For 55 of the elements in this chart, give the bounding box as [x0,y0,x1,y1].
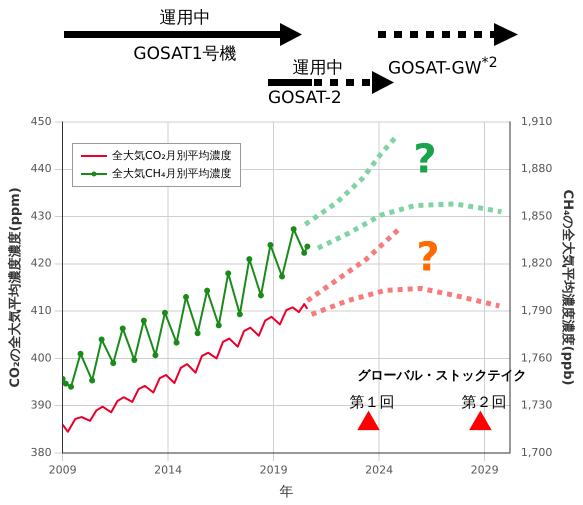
y2-tick-label: 1,790 [520,304,552,317]
point [225,270,232,276]
y-tick-label: 380 [30,446,52,459]
text: GOSAT-GW$^{*2}$ [388,54,498,79]
y2-tick-label: 1,880 [520,162,552,176]
x-axis-title: 年 [279,484,294,500]
y-tick-label: 450 [30,114,52,128]
text: 運用中 [160,8,210,28]
text: GOSAT1号機 [133,44,237,64]
y-tick-label: 440 [30,162,52,176]
point [78,350,84,357]
y-tick-label: 410 [30,304,52,317]
point [267,242,274,248]
y-tick-label: 400 [30,351,52,364]
point [131,357,138,364]
point [194,330,201,336]
point [120,325,126,332]
point [68,384,74,390]
y2-tick-label: 1,850 [520,209,552,222]
x-tick-label: 2024 [365,463,394,476]
y2-tick-label: 1,730 [520,398,552,412]
annotation: ? [416,234,440,280]
y-tick-label: 390 [30,398,52,412]
point [152,352,158,358]
text: GOSAT-2 [268,88,342,108]
y2-tick-label: 1,760 [520,351,552,364]
point [162,310,168,316]
text: 運用中 [292,58,344,78]
point [174,340,180,346]
point [258,292,264,298]
point [140,318,147,324]
y2-axis-title: CH₄の全大気平均濃度濃度(ppb) [560,190,576,386]
point [301,250,308,256]
y-axis-title: CO₂の全大気平均濃度濃度(ppm) [7,187,24,388]
annotation: ? [413,136,437,182]
annotation: 第１回 [350,392,394,411]
y2-tick-label: 1,820 [520,256,552,270]
x-tick-label: 2009 [48,463,77,476]
point [304,244,310,250]
point [216,322,222,328]
point [110,360,116,366]
legend-label: 全大気CH₄月別平均濃度 [112,166,232,182]
annotation: 第２回 [462,392,506,411]
point [236,311,243,318]
y-tick-label: 430 [30,209,52,222]
legend-label: 全大気CO₂月別平均濃度 [112,148,232,164]
x-tick-label: 2014 [154,463,182,476]
y2-tick-label: 1,910 [520,114,552,128]
point [62,380,69,387]
x-tick-label: 2029 [470,463,499,476]
point [246,256,252,262]
point [183,294,190,300]
y2-tick-label: 1,700 [520,446,552,459]
x-tick-label: 2019 [260,463,288,476]
y-tick-label: 420 [30,256,52,270]
